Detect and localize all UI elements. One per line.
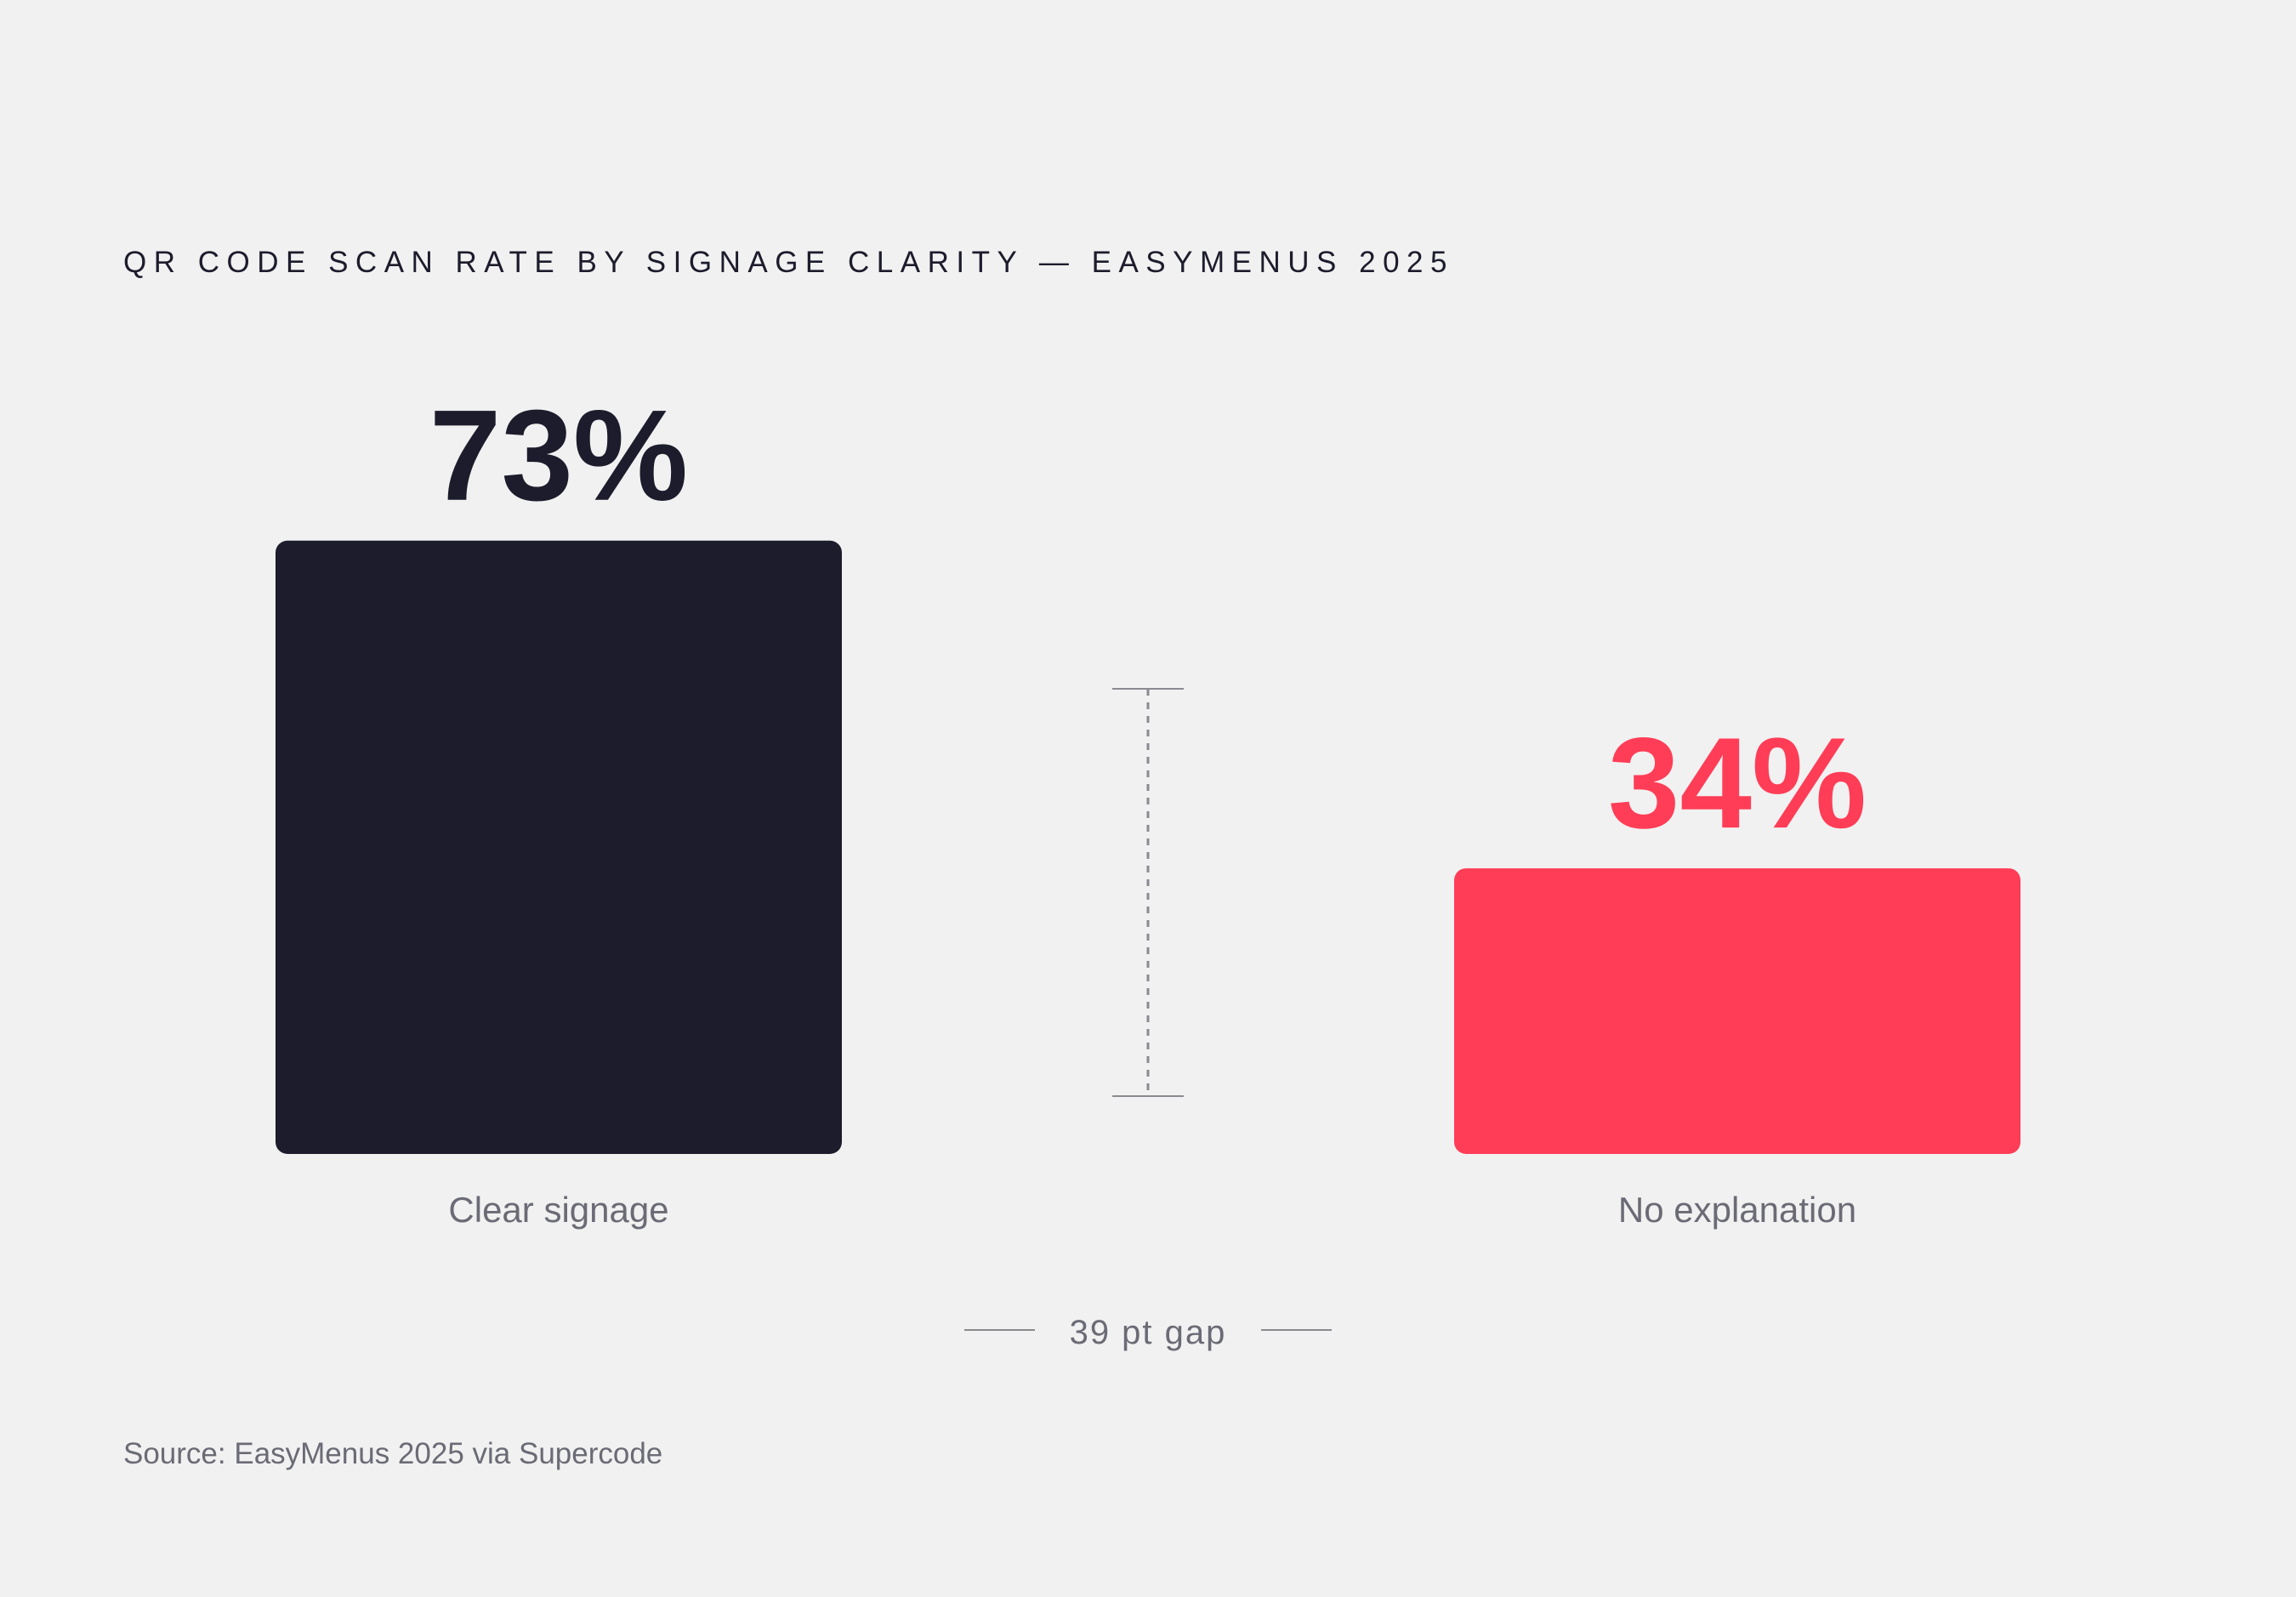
source-note: Source: EasyMenus 2025 via Supercode (123, 1437, 663, 1470)
category-label-2: No explanation (1618, 1190, 1856, 1230)
value-label-1: 73% (429, 384, 688, 528)
chart-title: QR CODE SCAN RATE BY SIGNAGE CLARITY — E… (123, 246, 1454, 279)
bar-1 (276, 540, 842, 1154)
gap-annotation-label: 39 pt gap (1070, 1314, 1227, 1351)
bar-2 (1454, 868, 2020, 1154)
category-label-1: Clear signage (448, 1190, 668, 1230)
value-label-2: 34% (1608, 711, 1867, 855)
